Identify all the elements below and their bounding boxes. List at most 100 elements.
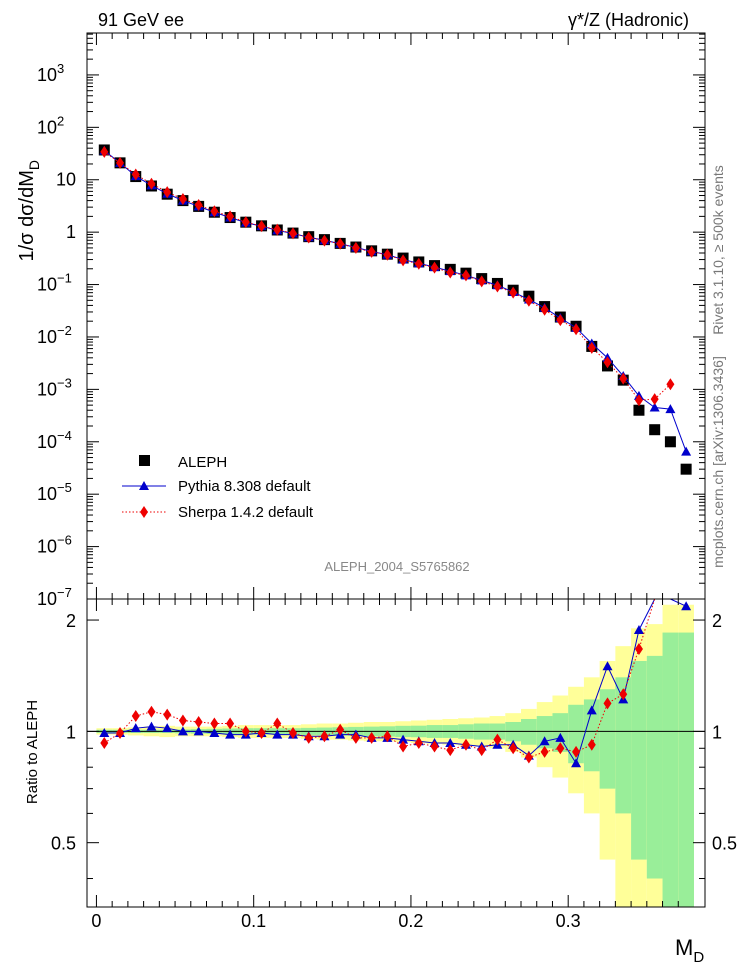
ratio-point-diamond-30 bbox=[572, 745, 581, 758]
ratio-point-diamond-14 bbox=[320, 730, 329, 743]
ratio-point-triangle-11 bbox=[272, 729, 283, 739]
ratio-point-triangle-28 bbox=[539, 736, 550, 746]
data-point-triangle-36 bbox=[665, 404, 676, 414]
ratio-point-diamond-19 bbox=[399, 740, 408, 753]
ratio-band-inner bbox=[646, 655, 663, 879]
data-point-diamond-27 bbox=[524, 294, 533, 307]
legend-label-pythia: Pythia 8.308 default bbox=[178, 478, 311, 495]
data-point-square-34 bbox=[633, 404, 645, 416]
ratio-point-diamond-5 bbox=[178, 714, 187, 727]
ratio-point-diamond-11 bbox=[273, 717, 282, 730]
y-tick-label-main: 10−4 bbox=[37, 428, 72, 452]
data-point-diamond-7 bbox=[210, 205, 219, 218]
ratio-point-diamond-3 bbox=[147, 705, 156, 718]
ratio-point-diamond-13 bbox=[304, 731, 313, 744]
data-point-diamond-2 bbox=[131, 168, 140, 181]
y-tick-label-main: 10−1 bbox=[37, 271, 72, 295]
ratio-point-diamond-18 bbox=[383, 730, 392, 743]
y-tick-label-ratio-right: 0.5 bbox=[712, 834, 737, 854]
ratio-point-diamond-32 bbox=[603, 697, 612, 710]
data-point-square-36 bbox=[664, 436, 676, 448]
x-tick-label: 0.2 bbox=[398, 911, 423, 931]
x-tick-label: 0.3 bbox=[556, 911, 581, 931]
data-point-diamond-4 bbox=[163, 186, 172, 199]
legend: ALEPH Pythia 8.308 default Sherpa 1.4.2 … bbox=[122, 454, 314, 521]
x-tick-label: 0.1 bbox=[241, 911, 266, 931]
side-label-rivet: Rivet 3.1.10, ≥ 500k events bbox=[710, 165, 726, 335]
ratio-point-triangle-2 bbox=[130, 723, 141, 733]
ratio-point-triangle-29 bbox=[555, 732, 566, 742]
data-point-diamond-1 bbox=[116, 156, 125, 169]
ratio-point-triangle-5 bbox=[177, 726, 188, 736]
ratio-point-diamond-0 bbox=[100, 737, 109, 750]
data-point-diamond-25 bbox=[493, 280, 502, 293]
ratio-plot-marks bbox=[87, 598, 705, 768]
data-point-diamond-31 bbox=[587, 341, 596, 354]
svg-text:1/σ dσ/dMD: 1/σ dσ/dMD bbox=[16, 160, 42, 262]
ratio-point-triangle-32 bbox=[602, 661, 613, 671]
ratio-point-diamond-21 bbox=[430, 740, 439, 753]
ratio-point-diamond-20 bbox=[414, 737, 423, 750]
legend-label-aleph: ALEPH bbox=[178, 454, 227, 471]
data-point-diamond-33 bbox=[619, 372, 628, 385]
legend-marker-sherpa bbox=[140, 506, 148, 518]
ratio-point-diamond-9 bbox=[241, 725, 250, 738]
ratio-point-diamond-17 bbox=[367, 731, 376, 744]
ratio-point-triangle-30 bbox=[571, 758, 582, 768]
ratio-point-diamond-26 bbox=[509, 742, 518, 755]
y-tick-label-main: 10 bbox=[56, 170, 76, 190]
data-point-diamond-12 bbox=[289, 227, 297, 240]
data-point-diamond-23 bbox=[461, 269, 470, 282]
data-point-triangle-37 bbox=[681, 446, 692, 456]
ratio-point-triangle-37 bbox=[681, 601, 692, 611]
data-point-diamond-28 bbox=[540, 303, 549, 316]
ratio-point-triangle-7 bbox=[209, 727, 220, 737]
y-tick-label-ratio: 1 bbox=[66, 722, 76, 742]
ratio-point-diamond-22 bbox=[446, 744, 455, 757]
ratio-point-diamond-25 bbox=[493, 733, 502, 746]
ratio-band-inner bbox=[678, 632, 694, 907]
ratio-band-inner bbox=[615, 677, 632, 814]
y-axis-label-main-sub: D bbox=[26, 160, 42, 170]
ratio-band-inner bbox=[552, 713, 569, 752]
data-point-diamond-14 bbox=[320, 234, 329, 247]
ratio-point-diamond-12 bbox=[289, 726, 297, 739]
main-plot-marks bbox=[98, 144, 692, 475]
data-point-diamond-0 bbox=[100, 145, 109, 158]
series-line-1 bbox=[103, 150, 687, 452]
ratio-point-diamond-4 bbox=[163, 708, 172, 721]
x-axis-label-sub: D bbox=[693, 949, 704, 966]
ratio-point-triangle-31 bbox=[586, 705, 597, 715]
ratio-point-triangle-8 bbox=[225, 729, 236, 739]
title-left: 91 GeV ee bbox=[98, 10, 184, 30]
side-label-mcplots: mcplots.cern.ch [arXiv:1306.3436] bbox=[710, 356, 726, 568]
ratio-point-diamond-29 bbox=[556, 742, 565, 755]
ratio-point-diamond-2 bbox=[131, 710, 140, 723]
data-point-diamond-6 bbox=[194, 198, 203, 211]
ratio-point-triangle-4 bbox=[162, 723, 173, 733]
ratio-point-diamond-34 bbox=[634, 643, 643, 656]
y-axis-label-main: 1/σ dσ/dMD bbox=[16, 160, 42, 262]
data-point-diamond-13 bbox=[304, 231, 313, 244]
ratio-point-diamond-8 bbox=[226, 717, 235, 730]
data-point-diamond-34 bbox=[634, 394, 643, 407]
y-tick-label-main: 102 bbox=[37, 113, 64, 137]
ratio-band-inner bbox=[662, 632, 679, 907]
data-point-diamond-20 bbox=[414, 257, 423, 270]
x-tick-label: 0 bbox=[91, 911, 101, 931]
data-point-triangle-35 bbox=[649, 402, 660, 412]
y-tick-label-main: 10−6 bbox=[37, 533, 72, 557]
legend-label-sherpa: Sherpa 1.4.2 default bbox=[178, 504, 314, 521]
data-point-diamond-16 bbox=[351, 241, 360, 254]
ratio-plot-frame bbox=[86, 598, 706, 908]
ratio-point-diamond-1 bbox=[116, 726, 125, 739]
ratio-band-inner bbox=[583, 699, 600, 772]
y-tick-label-ratio-right: 1 bbox=[712, 722, 722, 742]
analysis-label: ALEPH_2004_S5765862 bbox=[324, 559, 469, 574]
ratio-point-diamond-24 bbox=[477, 744, 486, 757]
ratio-point-triangle-22 bbox=[445, 738, 456, 748]
ratio-point-triangle-19 bbox=[398, 734, 409, 744]
ratio-point-diamond-7 bbox=[210, 717, 219, 730]
data-point-diamond-36 bbox=[666, 378, 675, 391]
